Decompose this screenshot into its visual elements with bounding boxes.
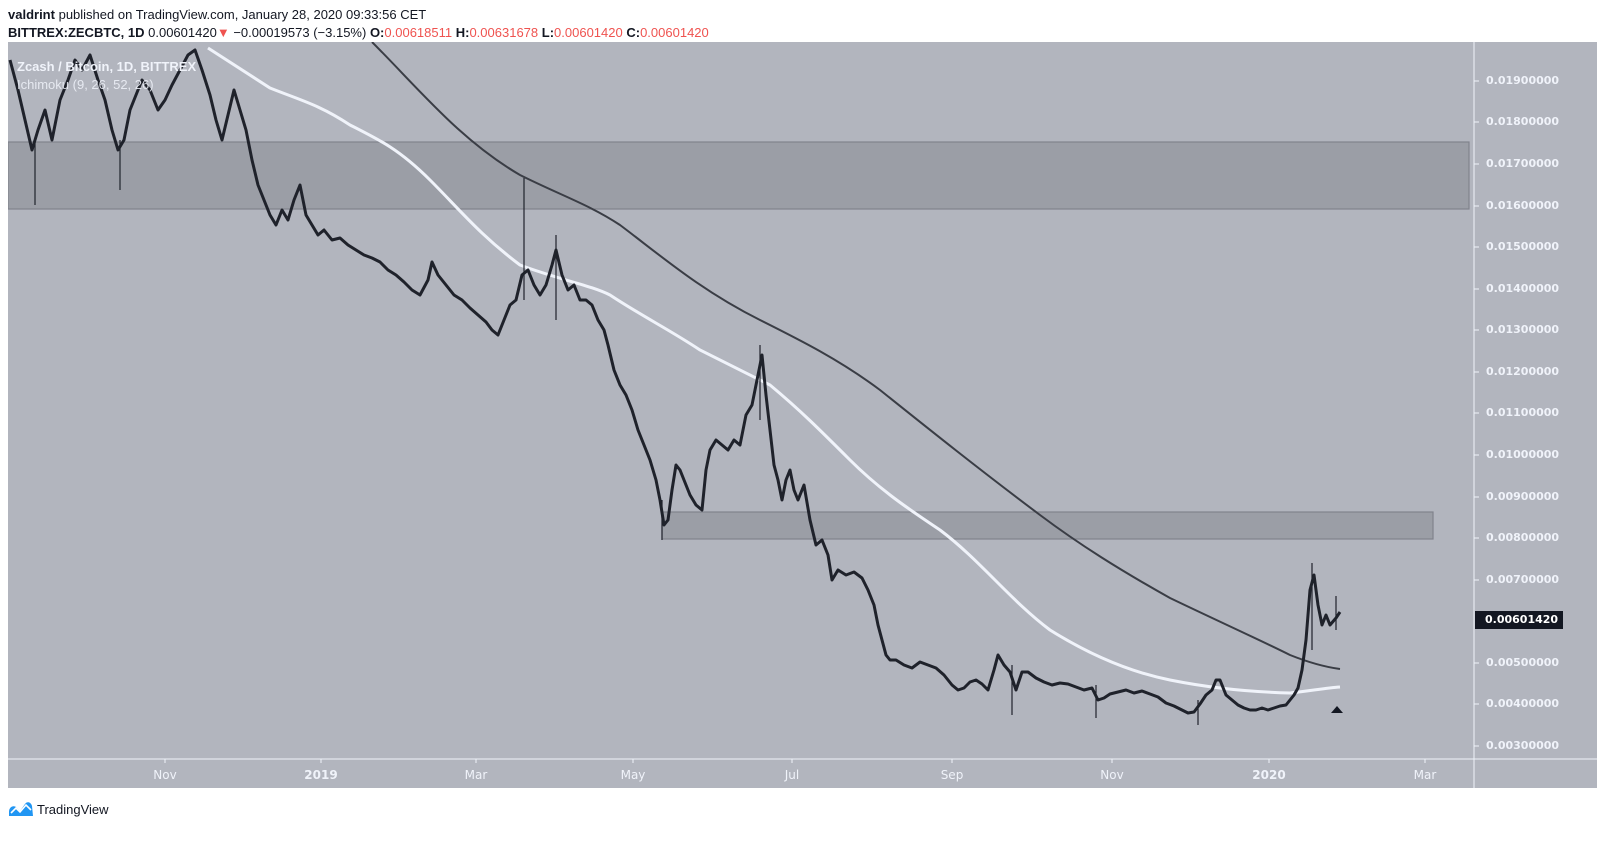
long-moving-average-line: [371, 42, 1341, 670]
y-tick-label: 0.01900000: [1486, 74, 1560, 87]
y-tick-label: 0.00700000: [1486, 573, 1560, 586]
x-tick-label: 2019: [304, 768, 338, 782]
candle-wicks: [34, 140, 1337, 725]
ohlc-bar: BITTREX:ZECBTC, 1D 0.00601420▼ −0.000195…: [8, 25, 709, 40]
y-tick-label: 0.00900000: [1486, 490, 1560, 503]
x-tick-label: Nov: [153, 768, 177, 782]
tradingview-logo-icon: [9, 802, 33, 816]
x-tick-label: 2020: [1252, 768, 1286, 782]
x-tick-label: Nov: [1100, 768, 1124, 782]
brand-name: TradingView: [37, 801, 109, 817]
y-tick-label: 0.01400000: [1486, 282, 1560, 295]
low-value: 0.00601420: [554, 25, 623, 40]
last-price: 0.00601420: [148, 25, 217, 40]
y-tick-label: 0.00400000: [1486, 697, 1560, 710]
price-candles: [8, 48, 1342, 715]
x-tick-label: May: [620, 768, 646, 782]
close-value: 0.00601420: [640, 25, 709, 40]
indicator-legend[interactable]: Ichimoku (9, 26, 52, 26): [17, 77, 154, 92]
high-label: H:: [455, 25, 470, 40]
low-label: L:: [541, 25, 555, 40]
y-tick-label: 0.01700000: [1486, 157, 1560, 170]
price-change: −0.00019573 (−3.15%): [233, 25, 367, 40]
triangle-up-marker-icon[interactable]: [1331, 706, 1343, 713]
y-tick-label: 0.01300000: [1486, 323, 1560, 336]
y-tick-label: 0.01200000: [1486, 365, 1560, 378]
y-tick-marks: [1474, 80, 1479, 747]
y-tick-label: 0.01600000: [1486, 199, 1560, 212]
open-label: O:: [369, 25, 385, 40]
y-tick-label: 0.00300000: [1486, 739, 1560, 752]
x-tick-label: Mar: [464, 768, 488, 782]
resistance-zone-upper[interactable]: [8, 141, 1470, 210]
x-tick-marks: [164, 759, 1426, 763]
high-value: 0.00631678: [469, 25, 539, 40]
chart-legend-title[interactable]: Zcash / Bitcoin, 1D, BITTREX: [17, 59, 197, 74]
y-tick-label: 0.00800000: [1486, 531, 1560, 544]
current-price-tag: 0.00601420: [1475, 611, 1563, 629]
x-tick-label: Jul: [784, 768, 800, 782]
price-chart-svg[interactable]: [8, 42, 1597, 788]
resistance-zone-lower[interactable]: [661, 511, 1434, 540]
y-tick-label: 0.01500000: [1486, 240, 1560, 253]
open-value: 0.00618511: [384, 25, 453, 40]
x-tick-label: Sep: [940, 768, 964, 782]
chart-area[interactable]: [8, 42, 1597, 788]
author-name: valdrint: [8, 7, 55, 22]
x-tick-label: Mar: [1413, 768, 1437, 782]
y-tick-label: 0.01800000: [1486, 115, 1560, 128]
down-arrow-icon: ▼: [216, 25, 230, 40]
y-tick-label: 0.01100000: [1486, 406, 1560, 419]
symbol: BITTREX:ZECBTC, 1D: [8, 25, 145, 40]
y-tick-label: 0.01000000: [1486, 448, 1560, 461]
publish-info: valdrint published on TradingView.com, J…: [8, 7, 426, 22]
y-tick-label: 0.00500000: [1486, 656, 1560, 669]
close-label: C:: [626, 25, 641, 40]
tradingview-brand[interactable]: TradingView: [8, 800, 109, 818]
publish-text: published on TradingView.com, January 28…: [58, 7, 427, 22]
